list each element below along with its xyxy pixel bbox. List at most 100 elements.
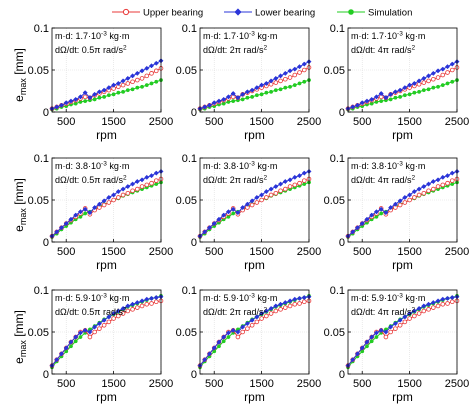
point-upper-bearing (135, 305, 140, 310)
point-simulation (388, 97, 393, 102)
point-simulation (140, 84, 144, 89)
point-lower-bearing (402, 194, 408, 201)
subplot-8: 500 1500 2500 0 0.05 0.1 rpm m·d: 5.9·10-3 kg·m… (176, 285, 322, 404)
legend-label-upper: Upper bearing (143, 8, 203, 19)
ytick-label: 0 (43, 369, 49, 381)
point-lower-bearing (449, 61, 455, 67)
xlabel: rpm (96, 390, 117, 404)
legend-marker-upper (122, 8, 130, 16)
point-lower-bearing (111, 310, 117, 317)
point-lower-bearing (407, 310, 413, 317)
point-lower-bearing (221, 212, 227, 218)
point-simulation (417, 89, 422, 94)
subplot-5: 500 1500 2500 0 0.05 0.1 rpm m·d: 3.8·10-3 kg·m… (176, 153, 322, 272)
point-upper-bearing (283, 76, 288, 82)
point-lower-bearing (139, 298, 145, 304)
annotation-acceleration: dΩ/dt: 0.5π rad/s2 (55, 307, 127, 318)
point-upper-bearing (268, 192, 274, 198)
point-upper-bearing (431, 186, 436, 192)
point-lower-bearing (206, 351, 213, 357)
point-lower-bearing (282, 300, 288, 306)
point-lower-bearing (139, 177, 145, 183)
subplots: 500 1500 2500 0 0.05 0.1 rpm m·d: 1.7·10-3 kg·m… (28, 23, 470, 404)
point-lower-bearing (221, 96, 227, 102)
point-upper-bearing (292, 72, 298, 78)
point-upper-bearing (440, 182, 446, 188)
point-upper-bearing (426, 188, 431, 194)
point-lower-bearing (444, 173, 451, 179)
point-lower-bearing (287, 177, 293, 183)
annotation-mass-eccentricity: m·d: 5.9·10-3 kg·m (55, 293, 129, 304)
annotation-mass-eccentricity: m·d: 3.8·10-3 kg·m (55, 161, 129, 172)
point-simulation (288, 84, 292, 89)
xtick-label: 1500 (397, 116, 421, 128)
point-lower-bearing (211, 220, 217, 227)
point-upper-bearing (125, 81, 131, 86)
point-lower-bearing (68, 339, 74, 345)
point-lower-bearing (87, 329, 93, 335)
annotation-mass-eccentricity: m·d: 3.8·10-3 kg·m (203, 161, 277, 172)
xtick-label: 2500 (445, 378, 469, 390)
point-lower-bearing (440, 174, 446, 180)
point-upper-bearing (130, 188, 135, 194)
point-lower-bearing (407, 82, 413, 88)
point-lower-bearing (125, 184, 131, 190)
point-upper-bearing (278, 188, 283, 194)
point-simulation (259, 92, 264, 97)
point-upper-bearing (235, 334, 241, 340)
xtick-label: 2500 (149, 246, 173, 258)
point-lower-bearing (82, 327, 88, 333)
point-lower-bearing (259, 310, 265, 317)
xtick-label: 500 (57, 116, 75, 128)
point-upper-bearing (116, 313, 121, 319)
point-lower-bearing (153, 60, 159, 66)
point-lower-bearing (411, 189, 417, 195)
ytick-label: 0 (43, 107, 49, 119)
point-upper-bearing (125, 190, 131, 196)
point-lower-bearing (426, 301, 432, 307)
point-lower-bearing (435, 68, 441, 74)
point-upper-bearing (416, 311, 422, 316)
point-simulation (149, 81, 154, 86)
point-upper-bearing (412, 313, 417, 319)
point-lower-bearing (301, 170, 307, 176)
point-lower-bearing (240, 324, 246, 330)
point-lower-bearing (216, 98, 222, 104)
point-lower-bearing (73, 96, 79, 102)
point-lower-bearing (134, 300, 140, 306)
ytick-label: 0.05 (324, 195, 345, 207)
point-upper-bearing (421, 80, 427, 85)
point-simulation (92, 97, 97, 102)
xlabel: rpm (392, 390, 413, 404)
point-lower-bearing (106, 85, 112, 91)
ytick-label: 0 (339, 107, 345, 119)
annotation-acceleration: dΩ/dt: 4π rad/s2 (351, 175, 415, 186)
point-lower-bearing (87, 95, 93, 101)
point-simulation (273, 88, 278, 93)
xtick-label: 2500 (297, 116, 321, 128)
point-lower-bearing (407, 192, 413, 198)
point-lower-bearing (148, 173, 155, 179)
point-simulation (421, 88, 426, 93)
ytick-label: 0.1 (34, 153, 49, 165)
point-lower-bearing (364, 216, 370, 222)
point-lower-bearing (378, 327, 384, 333)
point-lower-bearing (249, 87, 255, 93)
point-simulation (436, 84, 440, 89)
point-lower-bearing (68, 216, 74, 222)
point-upper-bearing (301, 299, 307, 305)
point-simulation (369, 339, 374, 344)
legend-label-simulation: Simulation (368, 8, 412, 19)
point-upper-bearing (153, 299, 159, 305)
point-lower-bearing (206, 225, 213, 231)
point-lower-bearing (273, 184, 279, 190)
ytick-label: 0.1 (330, 285, 345, 297)
ytick-label: 0 (191, 237, 197, 249)
point-lower-bearing (296, 295, 303, 301)
xtick-label: 500 (205, 378, 223, 390)
point-lower-bearing (153, 170, 159, 176)
point-upper-bearing (393, 326, 398, 331)
point-upper-bearing (254, 200, 260, 205)
point-lower-bearing (58, 225, 65, 231)
xtick-label: 1500 (101, 378, 125, 390)
